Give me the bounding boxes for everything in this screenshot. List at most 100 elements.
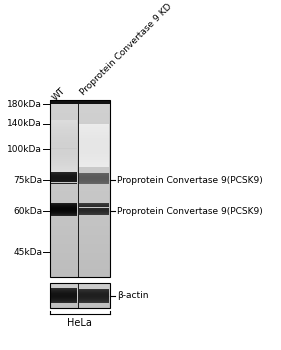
Bar xyxy=(80,166,109,167)
Bar xyxy=(80,135,109,136)
Bar xyxy=(50,224,110,226)
Bar xyxy=(51,135,78,137)
Bar xyxy=(50,149,110,151)
Bar xyxy=(50,293,110,294)
Bar xyxy=(80,125,109,126)
Bar xyxy=(51,148,78,149)
Bar xyxy=(50,211,110,213)
Text: 45kDa: 45kDa xyxy=(13,247,42,257)
Bar xyxy=(80,133,109,134)
Bar xyxy=(50,142,110,144)
Bar xyxy=(51,139,78,140)
Bar xyxy=(50,138,110,140)
Bar xyxy=(51,159,78,160)
Bar xyxy=(50,193,110,195)
Bar xyxy=(51,141,78,142)
Bar xyxy=(50,202,110,204)
Bar xyxy=(80,156,109,157)
Bar xyxy=(50,173,110,175)
Bar xyxy=(50,177,110,180)
Bar xyxy=(50,295,110,296)
Bar xyxy=(50,144,110,146)
Bar xyxy=(50,220,110,222)
Bar xyxy=(50,253,110,255)
Bar xyxy=(50,306,110,307)
Bar xyxy=(50,288,110,289)
Bar xyxy=(50,287,110,288)
Bar xyxy=(80,134,109,135)
Bar xyxy=(50,106,110,109)
Bar xyxy=(51,151,78,152)
Bar xyxy=(80,137,109,138)
Bar xyxy=(50,204,110,206)
Bar xyxy=(50,158,110,160)
Bar xyxy=(80,160,109,161)
Bar xyxy=(50,248,110,251)
Bar xyxy=(50,175,110,177)
Bar xyxy=(50,298,110,299)
Text: 140kDa: 140kDa xyxy=(7,119,42,128)
Bar xyxy=(50,217,110,220)
Text: β-actin: β-actin xyxy=(117,291,148,300)
Bar xyxy=(50,197,110,200)
Bar xyxy=(80,145,109,146)
Bar xyxy=(50,262,110,264)
Bar xyxy=(50,231,110,233)
Bar xyxy=(50,200,110,202)
Bar xyxy=(50,296,110,298)
Text: 60kDa: 60kDa xyxy=(13,207,42,216)
Bar xyxy=(80,132,109,133)
Bar xyxy=(80,158,109,159)
Bar xyxy=(51,145,78,146)
Bar xyxy=(80,151,109,152)
Bar xyxy=(50,113,110,116)
Bar xyxy=(80,155,109,156)
Bar xyxy=(50,169,110,171)
Bar xyxy=(80,167,109,168)
Bar xyxy=(50,229,110,231)
Bar xyxy=(51,158,78,159)
Bar xyxy=(50,302,110,303)
Bar xyxy=(51,167,78,168)
Bar xyxy=(51,132,78,133)
Bar xyxy=(50,146,110,149)
Bar xyxy=(50,301,110,302)
Bar xyxy=(51,150,78,151)
Bar xyxy=(50,286,110,287)
Bar xyxy=(50,171,110,173)
Bar xyxy=(50,258,110,260)
Bar xyxy=(50,300,110,301)
Bar xyxy=(50,180,110,182)
Bar xyxy=(80,162,109,163)
Text: Proprotein Convertase 9(PCSK9): Proprotein Convertase 9(PCSK9) xyxy=(117,176,262,185)
Bar xyxy=(50,251,110,253)
Bar xyxy=(50,140,110,142)
Bar xyxy=(51,136,78,137)
Bar xyxy=(51,162,78,163)
Bar xyxy=(51,164,78,165)
Bar xyxy=(50,307,110,308)
Bar xyxy=(51,168,78,169)
Bar xyxy=(50,162,110,164)
Bar xyxy=(51,165,78,166)
Bar xyxy=(51,122,78,123)
Bar xyxy=(50,213,110,215)
Bar xyxy=(50,109,110,111)
Bar xyxy=(51,170,78,171)
Bar xyxy=(50,209,110,211)
Text: WT: WT xyxy=(51,86,67,102)
Bar xyxy=(51,153,78,154)
Bar xyxy=(50,285,110,286)
Bar xyxy=(51,149,78,150)
Bar xyxy=(50,255,110,258)
Bar xyxy=(80,148,109,149)
Bar xyxy=(51,166,78,167)
Text: 75kDa: 75kDa xyxy=(13,176,42,185)
Bar xyxy=(51,144,78,145)
Bar xyxy=(50,195,110,197)
Text: 100kDa: 100kDa xyxy=(7,145,42,154)
Bar xyxy=(51,123,78,124)
Bar xyxy=(50,102,110,104)
Bar xyxy=(80,164,109,165)
Bar xyxy=(50,244,110,246)
